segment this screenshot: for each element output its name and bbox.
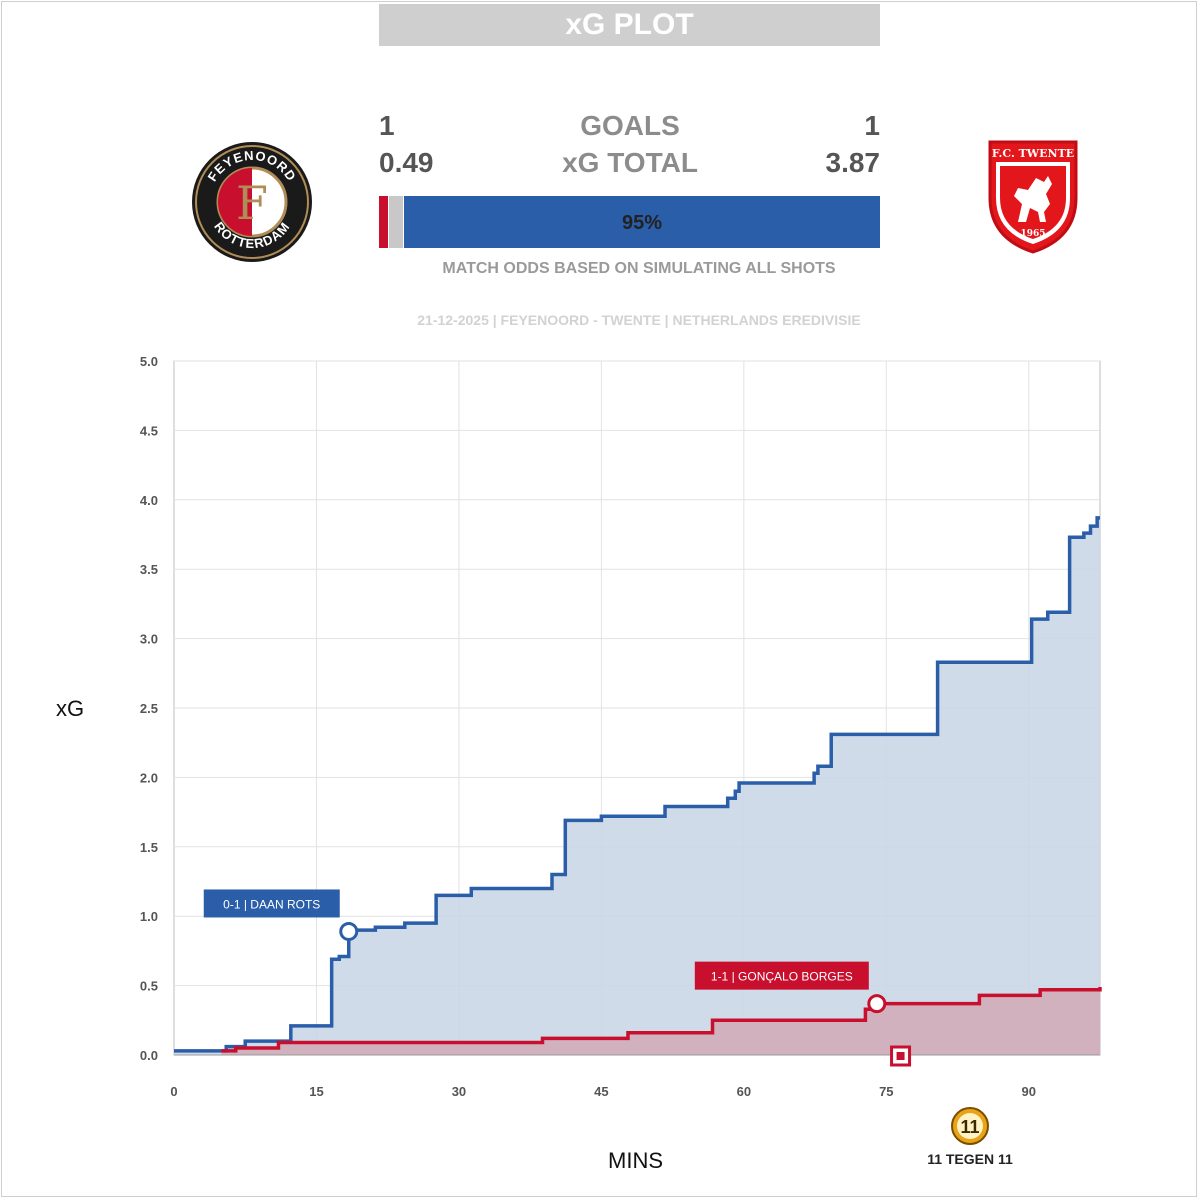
x-tick-label: 45 xyxy=(594,1084,608,1099)
page-title: xG PLOT xyxy=(379,4,880,46)
twente-logo-year: 1965 xyxy=(1020,229,1045,239)
goal-marker xyxy=(867,994,887,1014)
odds-home-win-segment xyxy=(379,196,389,248)
y-tick-label: 0.0 xyxy=(140,1048,158,1063)
x-axis-title: MINS xyxy=(608,1148,663,1173)
away-xg-total: 3.87 xyxy=(825,147,881,178)
brand-badge-text: 11 xyxy=(960,1117,979,1137)
y-tick-label: 1.5 xyxy=(140,840,158,855)
away-goals: 1 xyxy=(864,110,880,141)
match-odds-bar: 95% xyxy=(379,196,880,248)
feyenoord-logo-letter: F xyxy=(236,176,268,230)
home-xg-total: 0.49 xyxy=(379,147,434,178)
xg-total-label: xG TOTAL xyxy=(562,147,698,178)
x-tick-label: 15 xyxy=(309,1084,323,1099)
goals-label: GOALS xyxy=(580,110,680,141)
red-card-marker-inner xyxy=(896,1052,905,1060)
brand-name: 11 TEGEN 11 xyxy=(927,1151,1013,1167)
x-tick-label: 90 xyxy=(1022,1084,1036,1099)
y-tick-label: 1.0 xyxy=(140,909,158,924)
y-tick-label: 4.0 xyxy=(140,493,158,508)
y-tick-label: 0.5 xyxy=(140,979,158,994)
series-area-twente xyxy=(174,517,1100,1055)
y-tick-label: 2.0 xyxy=(140,770,158,785)
odds-caption: MATCH ODDS BASED ON SIMULATING ALL SHOTS xyxy=(442,260,836,277)
twente-logo: F.C. TWENTE 1965 xyxy=(988,140,1078,254)
series-line-twente xyxy=(174,516,1100,1053)
goal-label: 1-1 | GONÇALO BORGES xyxy=(711,970,853,984)
y-axis-title: xG xyxy=(56,696,85,721)
goal-label-box xyxy=(694,961,869,990)
y-tick-label: 3.5 xyxy=(140,562,158,577)
series-line-feyenoord xyxy=(221,986,1102,1053)
match-info: 21-12-2025 | FEYENOORD - TWENTE | NETHER… xyxy=(417,312,861,328)
odds-draw-segment xyxy=(389,196,404,248)
home-goals: 1 xyxy=(379,110,395,141)
y-tick-label: 4.5 xyxy=(140,423,158,438)
brand-logo: 11 11 TEGEN 11 xyxy=(927,1107,1013,1167)
odds-away-win-label: 95% xyxy=(622,212,663,234)
goal-label-box xyxy=(203,889,340,918)
y-tick-label: 3.0 xyxy=(140,632,158,647)
feyenoord-logo: F FEYENOORD ROTTERDAM xyxy=(192,142,312,262)
goal-marker xyxy=(339,921,359,941)
y-tick-label: 5.0 xyxy=(140,354,158,369)
odds-away-win-segment: 95% xyxy=(404,196,880,248)
y-tick-label: 2.5 xyxy=(140,701,158,716)
x-tick-label: 75 xyxy=(879,1084,893,1099)
x-tick-label: 30 xyxy=(452,1084,466,1099)
x-tick-label: 60 xyxy=(737,1084,751,1099)
goal-label: 0-1 | DAAN ROTS xyxy=(223,897,320,911)
x-tick-label: 0 xyxy=(170,1084,177,1099)
twente-logo-text: F.C. TWENTE xyxy=(992,147,1074,160)
